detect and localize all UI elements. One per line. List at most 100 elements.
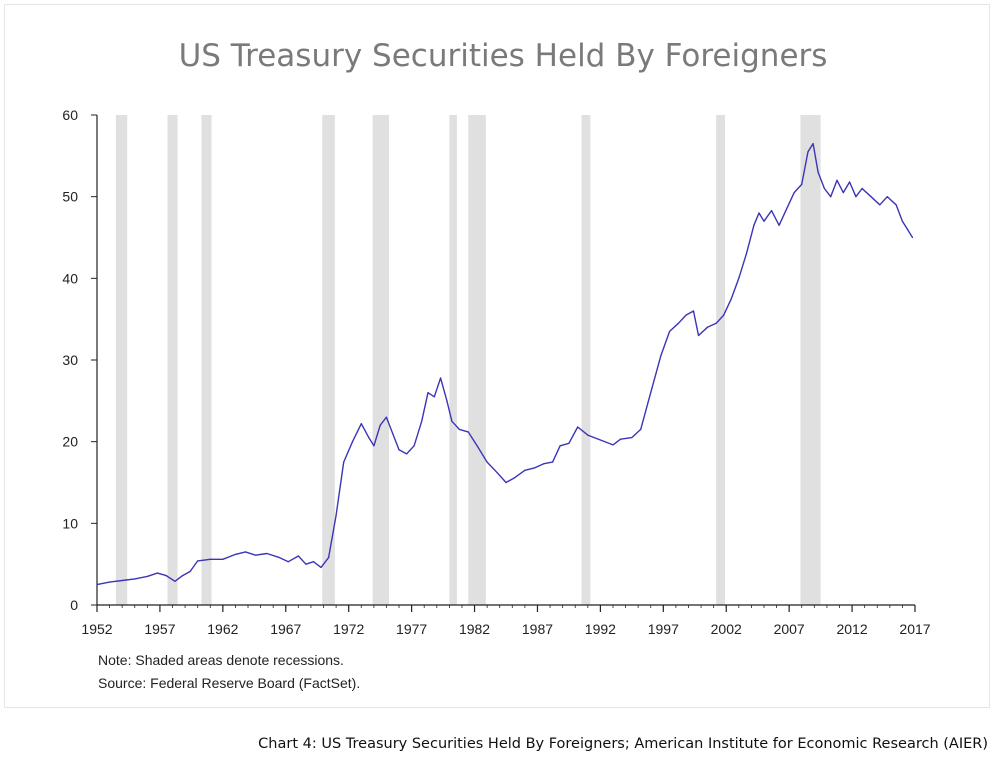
- data-point: [861, 187, 863, 190]
- recession-band-2: [201, 115, 212, 605]
- data-point: [778, 224, 780, 226]
- data-point: [823, 187, 825, 190]
- recession-band-1: [167, 115, 178, 605]
- data-point: [640, 428, 642, 431]
- data-point: [287, 561, 289, 563]
- recession-band-7: [581, 115, 591, 605]
- recession-band-8: [716, 115, 725, 605]
- data-point: [327, 557, 330, 559]
- data-point: [587, 434, 589, 436]
- data-point: [706, 326, 708, 328]
- data-point: [631, 436, 633, 439]
- data-point: [836, 179, 838, 181]
- data-point: [534, 467, 536, 469]
- data-point: [599, 439, 601, 441]
- y-tick-label-50: 50: [62, 189, 78, 205]
- recession-band-5: [449, 115, 457, 605]
- data-point: [368, 436, 370, 439]
- data-point: [121, 579, 123, 582]
- data-point: [577, 426, 579, 428]
- chart-title: US Treasury Securities Held By Foreigner…: [179, 38, 828, 74]
- x-tick-label-2012: 2012: [836, 621, 867, 637]
- y-tick-label-30: 30: [62, 352, 78, 368]
- data-point: [96, 583, 98, 586]
- y-tick-label-10: 10: [62, 515, 78, 531]
- line-chart: US Treasury Securities Held By Foreigner…: [62, 38, 930, 637]
- x-tick-label-2007: 2007: [774, 621, 805, 637]
- recession-band-0: [115, 115, 128, 605]
- recession-band-6: [468, 115, 486, 605]
- data-point: [911, 236, 914, 239]
- data-point: [619, 438, 622, 440]
- data-point: [156, 572, 159, 574]
- data-point: [723, 314, 725, 316]
- data-point: [254, 554, 257, 556]
- data-point: [842, 191, 844, 194]
- x-tick-label-1957: 1957: [144, 621, 175, 637]
- data-point: [134, 578, 136, 580]
- data-point: [385, 416, 388, 418]
- data-point: [753, 224, 755, 226]
- data-point: [343, 461, 345, 463]
- figure-caption: Chart 4: US Treasury Securities Held By …: [258, 736, 988, 752]
- data-point: [379, 424, 381, 426]
- data-point: [446, 400, 448, 402]
- y-tick-label-0: 0: [70, 597, 78, 613]
- recession-band-3: [322, 115, 335, 605]
- x-tick-label-1967: 1967: [270, 621, 301, 637]
- data-point: [392, 432, 394, 435]
- data-point: [697, 334, 700, 337]
- y-tick-label-40: 40: [62, 270, 78, 286]
- data-point: [901, 220, 904, 222]
- data-point: [467, 431, 469, 433]
- data-point: [266, 552, 268, 555]
- data-point: [543, 463, 545, 465]
- data-point: [738, 277, 740, 279]
- data-point: [906, 228, 909, 230]
- data-point: [496, 472, 498, 474]
- data-point: [433, 396, 435, 398]
- data-point: [886, 196, 888, 198]
- data-point: [413, 445, 415, 447]
- data-point: [807, 151, 809, 153]
- data-point: [146, 575, 148, 578]
- data-point: [174, 580, 176, 582]
- data-point: [244, 551, 247, 553]
- data-point: [189, 570, 191, 573]
- recession-bands: [115, 115, 821, 605]
- note-text: Note: Shaded areas denote recessions.: [98, 652, 344, 668]
- y-tick-label-20: 20: [62, 434, 78, 450]
- data-point: [405, 453, 408, 455]
- x-tick-label-1982: 1982: [459, 621, 490, 637]
- data-point: [730, 298, 732, 300]
- data-point: [108, 581, 111, 583]
- x-tick-label-1992: 1992: [585, 621, 616, 637]
- x-tick-label-1952: 1952: [81, 621, 112, 637]
- data-point: [830, 196, 832, 198]
- data-point: [745, 253, 747, 255]
- data-point: [305, 563, 307, 565]
- data-point: [373, 445, 375, 447]
- x-tick-label-2017: 2017: [899, 621, 930, 637]
- x-tick-label-1997: 1997: [648, 621, 679, 637]
- data-point: [692, 310, 695, 312]
- data-point: [551, 461, 554, 463]
- x-tick-label-1972: 1972: [333, 621, 364, 637]
- data-point: [817, 171, 819, 173]
- data-point: [222, 558, 224, 560]
- data-point: [524, 469, 526, 471]
- source-text: Source: Federal Reserve Board (FactSet).: [98, 675, 361, 691]
- x-tick-label-1977: 1977: [396, 621, 427, 637]
- data-point: [458, 428, 461, 431]
- x-tick-label-1962: 1962: [207, 621, 238, 637]
- series-layer: [96, 142, 914, 586]
- data-point: [812, 142, 814, 145]
- data-point: [770, 209, 773, 212]
- data-point: [793, 191, 795, 194]
- data-point: [165, 575, 167, 577]
- data-point: [505, 481, 507, 484]
- data-point: [763, 220, 765, 222]
- data-point: [612, 444, 614, 446]
- data-point: [181, 575, 184, 577]
- data-point: [297, 555, 299, 557]
